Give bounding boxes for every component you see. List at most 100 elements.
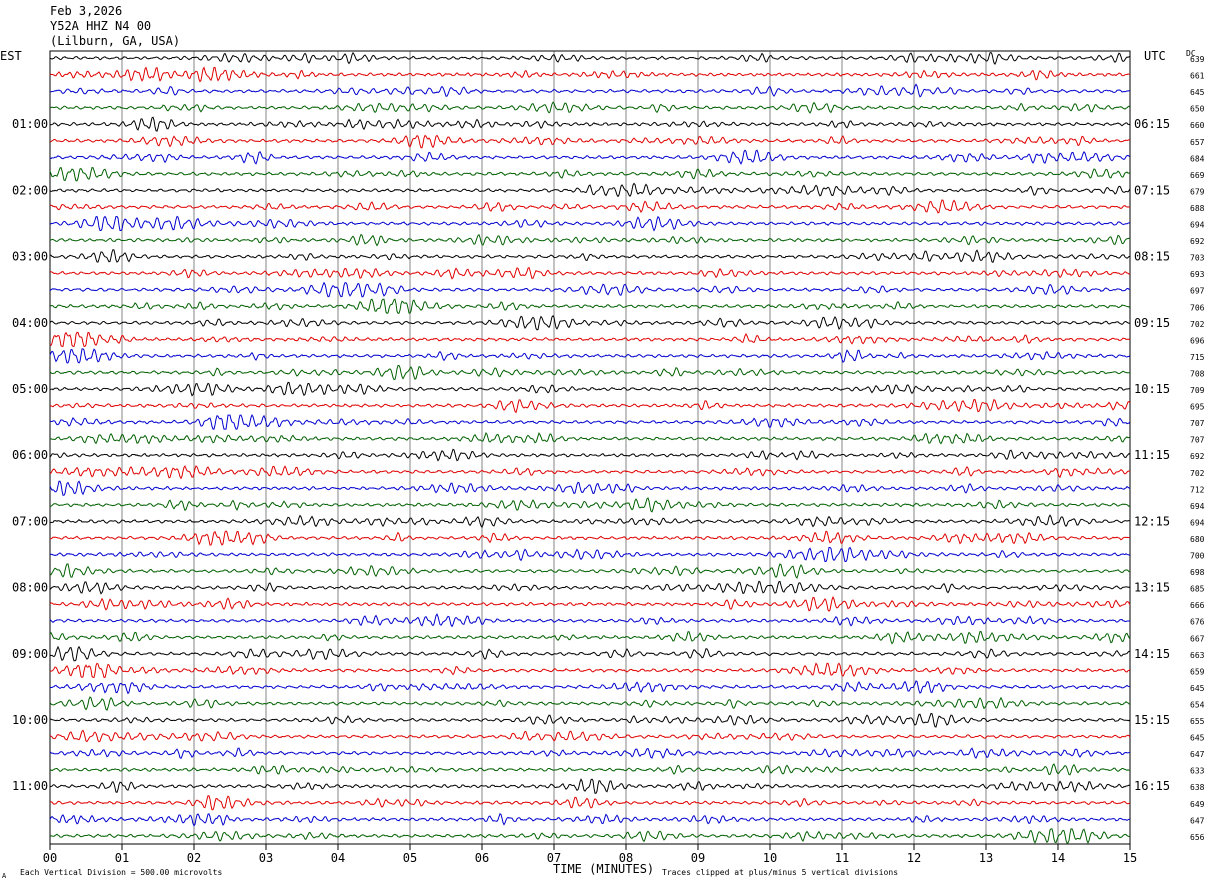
seismic-trace-row xyxy=(49,580,1131,595)
x-tick-label: 01 xyxy=(115,851,129,865)
dc-offset-value: 645 xyxy=(1190,684,1205,693)
seismic-trace-row xyxy=(49,248,1131,264)
utc-hour-label: 09:15 xyxy=(1134,316,1170,330)
est-hour-label: 01:00 xyxy=(12,117,48,131)
seismic-trace-row xyxy=(49,314,1131,331)
utc-hour-label: 13:15 xyxy=(1134,581,1170,595)
seismic-trace-row xyxy=(49,595,1131,612)
est-hour-label: 05:00 xyxy=(12,382,48,396)
dc-offset-value: 715 xyxy=(1190,353,1205,362)
dc-offset-value: 645 xyxy=(1190,734,1205,743)
seismic-trace-row xyxy=(49,712,1131,728)
x-tick-label: 14 xyxy=(1051,851,1065,865)
seismic-trace-row xyxy=(49,233,1131,247)
x-tick-label: 08 xyxy=(619,851,633,865)
dc-offset-value: 666 xyxy=(1190,601,1205,610)
dc-offset-value: 655 xyxy=(1190,717,1205,726)
est-hour-label: 02:00 xyxy=(12,183,48,197)
dc-offset-value: 633 xyxy=(1190,767,1205,776)
dc-offset-value: 663 xyxy=(1190,651,1205,660)
dc-offset-value: 703 xyxy=(1190,254,1205,263)
vertical-division-note: Each Vertical Division = 500.00 microvol… xyxy=(20,868,223,877)
seismic-trace-row xyxy=(49,134,1131,149)
dc-offset-header: DC xyxy=(1186,49,1196,58)
x-tick-label: 12 xyxy=(907,851,921,865)
dc-offset-value: 676 xyxy=(1190,618,1205,627)
seismic-trace-row xyxy=(49,149,1131,165)
seismic-trace-row xyxy=(49,364,1131,380)
x-tick-label: 09 xyxy=(691,851,705,865)
dc-offset-value: 702 xyxy=(1190,469,1205,478)
dc-offset-value: 707 xyxy=(1190,436,1205,445)
helicorder-date: Feb 3,2026 xyxy=(50,4,123,18)
footer-mark: A xyxy=(2,872,7,880)
seismic-trace-row xyxy=(49,66,1131,83)
x-tick-label: 06 xyxy=(475,851,489,865)
dc-offset-value: 667 xyxy=(1190,634,1205,643)
est-hour-label: 07:00 xyxy=(12,514,48,528)
utc-hour-label: 14:15 xyxy=(1134,647,1170,661)
est-hour-label: 03:00 xyxy=(12,250,48,264)
dc-offset-value: 661 xyxy=(1190,72,1205,81)
dc-offset-value: 706 xyxy=(1190,303,1205,312)
utc-hour-label: 16:15 xyxy=(1134,779,1170,793)
est-hour-label: 10:00 xyxy=(12,713,48,727)
seismic-trace-row xyxy=(49,215,1131,232)
station-location: (Lilburn, GA, USA) xyxy=(50,34,181,48)
seismic-trace-row xyxy=(49,680,1131,695)
seismic-trace-row xyxy=(49,166,1131,182)
dc-offset-value: 696 xyxy=(1190,336,1205,345)
seismic-trace-row xyxy=(49,298,1131,314)
dc-offset-value: 639 xyxy=(1190,55,1205,64)
seismic-trace-row xyxy=(49,398,1131,414)
seismic-trace-row xyxy=(49,414,1131,430)
seismic-trace-row xyxy=(49,83,1131,98)
dc-offset-value: 659 xyxy=(1190,667,1205,676)
x-tick-label: 04 xyxy=(331,851,345,865)
utc-hour-label: 06:15 xyxy=(1134,117,1170,131)
seismic-trace-row xyxy=(49,645,1131,662)
dc-offset-value: 707 xyxy=(1190,419,1205,428)
dc-offset-value: 709 xyxy=(1190,386,1205,395)
seismic-trace-row xyxy=(49,696,1131,711)
seismic-trace-row xyxy=(49,497,1131,513)
seismic-trace-row xyxy=(49,348,1131,364)
dc-offset-value: 693 xyxy=(1190,270,1205,279)
dc-offset-value: 708 xyxy=(1190,369,1205,378)
seismic-trace-row xyxy=(49,546,1131,562)
station-code: Y52A HHZ N4 00 xyxy=(50,19,152,33)
est-hour-label: 04:00 xyxy=(12,316,48,330)
dc-offset-value: 645 xyxy=(1190,88,1205,97)
dc-offset-value: 697 xyxy=(1190,287,1205,296)
seismic-trace-row xyxy=(49,101,1131,114)
seismic-trace-row xyxy=(49,778,1131,794)
seismic-trace-row xyxy=(49,828,1131,844)
est-hour-label: 11:00 xyxy=(12,779,48,793)
clipping-note: Traces clipped at plus/minus 5 vertical … xyxy=(662,868,899,877)
plot-frame xyxy=(49,50,1131,845)
dc-offset-value: 712 xyxy=(1190,485,1205,494)
seismic-trace-row xyxy=(49,465,1131,480)
dc-offset-value: 680 xyxy=(1190,535,1205,544)
left-timezone-label: EST xyxy=(0,49,22,63)
seismic-trace-row xyxy=(49,182,1131,198)
x-tick-label: 00 xyxy=(43,851,57,865)
dc-offset-value: 694 xyxy=(1190,502,1205,511)
dc-offset-value: 649 xyxy=(1190,800,1205,809)
dc-offset-value: 685 xyxy=(1190,585,1205,594)
x-tick-label: 11 xyxy=(835,851,849,865)
dc-offset-value: 647 xyxy=(1190,750,1205,759)
x-tick-label: 02 xyxy=(187,851,201,865)
seismic-trace-row xyxy=(49,563,1131,579)
utc-hour-label: 15:15 xyxy=(1134,713,1170,727)
seismic-trace-row xyxy=(49,480,1131,496)
dc-offset-value: 638 xyxy=(1190,783,1205,792)
dc-offset-value: 695 xyxy=(1190,403,1205,412)
seismic-trace-row xyxy=(49,613,1131,628)
x-tick-label: 10 xyxy=(763,851,777,865)
x-tick-label: 05 xyxy=(403,851,417,865)
dc-offset-value: 688 xyxy=(1190,204,1205,213)
seismic-trace-row xyxy=(49,431,1131,445)
dc-offset-value: 692 xyxy=(1190,452,1205,461)
utc-hour-label: 08:15 xyxy=(1134,250,1170,264)
